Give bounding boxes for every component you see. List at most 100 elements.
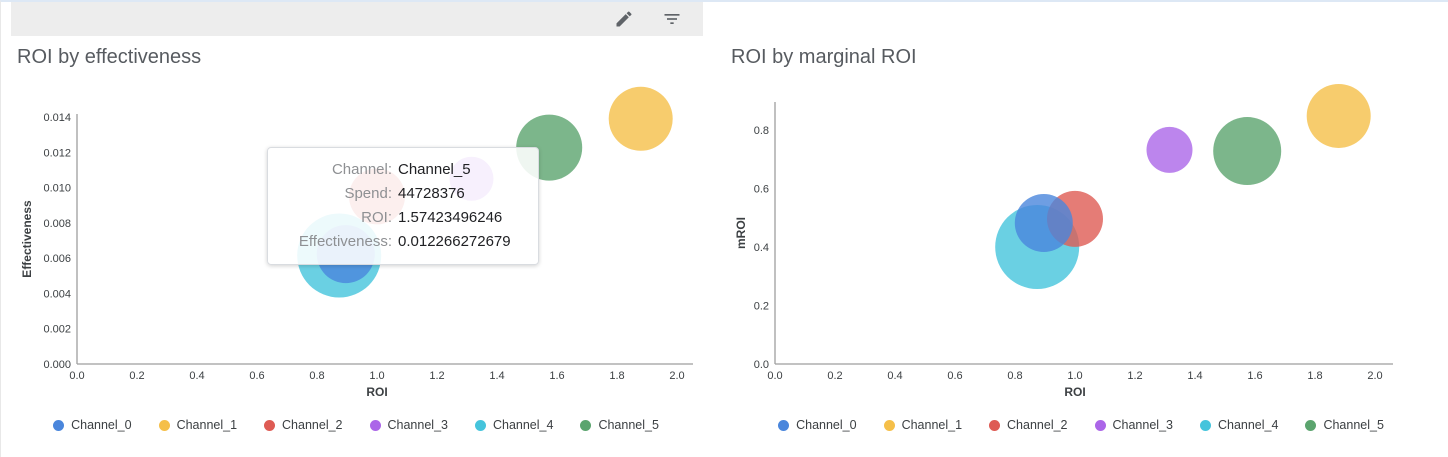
x-axis-title: ROI <box>1064 385 1085 399</box>
y-tick-label: 0.012 <box>43 147 71 159</box>
legend-item-channel_0[interactable]: Channel_0 <box>53 418 132 432</box>
legend-label: Channel_3 <box>387 418 448 432</box>
tooltip-row: Spend: 44728376 <box>276 182 526 206</box>
chart-right: 0.0 0.2 0.4 0.6 0.8 1.0 1.2 1.4 1.6 1.8 2.0 0.0 0.2 0… <box>734 83 1393 399</box>
x-tick-label: 1.0 <box>369 370 384 382</box>
chart-title-roi-by-marginal-roi: ROI by marginal ROI <box>731 46 917 68</box>
legend-dot-icon <box>474 419 486 431</box>
legend-label: Channel_4 <box>1217 418 1279 432</box>
y-tick-label: 0.0 <box>754 359 769 371</box>
legend-dot-icon <box>580 419 592 431</box>
tooltip-value: 0.012266272679 <box>398 233 511 250</box>
legend-dot-icon <box>369 419 381 431</box>
y-tick-label: 0.014 <box>43 112 71 124</box>
chart-title-roi-by-effectiveness: ROI by effectiveness <box>17 46 202 68</box>
legend-label: Channel_2 <box>1007 418 1068 432</box>
legend-item-channel_5[interactable]: Channel_5 <box>1305 418 1384 432</box>
x-tick-label: 1.6 <box>1247 370 1262 382</box>
y-tick-label: 0.2 <box>754 301 769 313</box>
legend-item-channel_3[interactable]: Channel_3 <box>369 418 448 432</box>
legend-item-channel_0[interactable]: Channel_0 <box>778 418 857 432</box>
tooltip-row: ROI: 1.57423496246 <box>276 206 526 230</box>
tooltip-label: Channel: <box>331 161 392 178</box>
x-tick-label: 0.8 <box>309 370 324 382</box>
y-tick-label: 0.6 <box>754 184 769 196</box>
x-tick-label: 1.4 <box>1187 370 1202 382</box>
x-axis-title: ROI <box>366 385 387 399</box>
x-tick-label: 1.4 <box>489 370 504 382</box>
filter-button[interactable] <box>661 8 683 30</box>
legend-dot-icon <box>778 419 790 431</box>
x-tick-label: 1.2 <box>429 370 444 382</box>
tooltip-row: Effectiveness: 0.012266272679 <box>276 230 526 254</box>
x-tick-label: 0.4 <box>887 370 902 382</box>
legend-label: Channel_0 <box>71 418 132 432</box>
x-tick-label: 0.0 <box>69 370 84 382</box>
bubble-right-channel_0[interactable] <box>1014 194 1073 253</box>
bubble-right-channel_1[interactable] <box>1306 83 1371 148</box>
tooltip: Channel: Channel_5 Spend: 44728376 ROI: … <box>267 147 539 265</box>
legend-item-channel_4[interactable]: Channel_4 <box>474 418 554 432</box>
x-tick-label: 1.8 <box>1307 370 1322 382</box>
x-tick-label: 0.8 <box>1007 370 1022 382</box>
legend-item-channel_1[interactable]: Channel_1 <box>883 418 963 432</box>
legend-item-channel_1[interactable]: Channel_1 <box>158 418 238 432</box>
legend-left: Channel_0 Channel_1 Channel_2 Channel_3 Chan… <box>1 418 711 432</box>
x-tick-label: 0.4 <box>189 370 204 382</box>
legend-item-channel_2[interactable]: Channel_2 <box>264 418 343 432</box>
y-tick-label: 0.002 <box>43 324 71 336</box>
legend-dot-icon <box>158 419 170 431</box>
legend-item-channel_2[interactable]: Channel_2 <box>989 418 1068 432</box>
tooltip-row: Channel: Channel_5 <box>276 158 526 182</box>
y-tick-label: 0.000 <box>43 359 71 371</box>
x-tick-label: 1.8 <box>609 370 624 382</box>
y-tick-label: 0.008 <box>43 218 71 230</box>
x-tick-label: 0.0 <box>767 370 782 382</box>
legend-dot-icon <box>53 419 65 431</box>
y-axis-title: mROI <box>734 217 748 249</box>
x-tick-label: 0.6 <box>249 370 264 382</box>
x-tick-label: 0.2 <box>827 370 842 382</box>
tooltip-value: 44728376 <box>398 185 465 202</box>
y-tick-label: 0.010 <box>43 183 71 195</box>
filter-list-icon <box>664 14 680 24</box>
x-tick-label: 2.0 <box>1367 370 1382 382</box>
legend-label: Channel_4 <box>492 418 554 432</box>
legend-dot-icon <box>989 419 1001 431</box>
bubble-left-channel_1[interactable] <box>608 86 673 151</box>
tooltip-label: Effectiveness: <box>298 233 392 250</box>
legend-label: Channel_1 <box>901 418 963 432</box>
x-tick-label: 0.6 <box>947 370 962 382</box>
y-tick-label: 0.004 <box>43 288 71 300</box>
legend-label: Channel_2 <box>282 418 343 432</box>
legend-label: Channel_5 <box>598 418 659 432</box>
bubble-right-channel_3[interactable] <box>1146 126 1193 173</box>
x-tick-label: 0.2 <box>129 370 144 382</box>
pencil-icon <box>616 11 632 27</box>
legend-dot-icon <box>1305 419 1317 431</box>
chart-toolbar <box>11 2 703 36</box>
legend-label: Channel_3 <box>1112 418 1173 432</box>
legend-item-channel_5[interactable]: Channel_5 <box>580 418 659 432</box>
legend-right: Channel_0 Channel_1 Channel_2 Channel_3 Chan… <box>713 418 1448 432</box>
tooltip-value: 1.57423496246 <box>398 209 503 226</box>
y-tick-label: 0.006 <box>43 253 71 265</box>
tooltip-label: Spend: <box>344 185 392 202</box>
y-axis-title: Effectiveness <box>20 200 34 278</box>
edit-button[interactable] <box>613 8 635 30</box>
legend-item-channel_3[interactable]: Channel_3 <box>1094 418 1173 432</box>
tooltip-value: Channel_5 <box>398 161 471 178</box>
legend-label: Channel_5 <box>1323 418 1384 432</box>
legend-dot-icon <box>1094 419 1106 431</box>
x-tick-label: 1.6 <box>549 370 564 382</box>
x-tick-label: 1.0 <box>1067 370 1082 382</box>
legend-label: Channel_1 <box>176 418 238 432</box>
tooltip-label: ROI: <box>361 209 392 226</box>
y-tick-label: 0.8 <box>754 125 769 137</box>
x-tick-label: 1.2 <box>1127 370 1142 382</box>
legend-dot-icon <box>264 419 276 431</box>
legend-item-channel_4[interactable]: Channel_4 <box>1199 418 1279 432</box>
bubble-right-channel_5[interactable] <box>1213 117 1282 186</box>
